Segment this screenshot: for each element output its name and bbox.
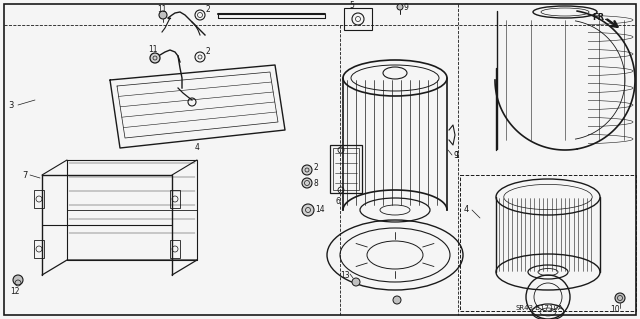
Circle shape [397, 4, 403, 10]
Text: 2: 2 [205, 5, 210, 14]
Circle shape [302, 204, 314, 216]
Text: 1: 1 [454, 151, 459, 160]
Text: 11: 11 [157, 5, 166, 14]
Text: 9: 9 [453, 151, 458, 160]
Bar [330, 145, 362, 193]
Bar [34, 190, 44, 208]
Text: 6: 6 [336, 197, 341, 206]
Text: 4: 4 [195, 144, 200, 152]
Text: 3: 3 [8, 100, 13, 109]
Text: FR.: FR. [592, 13, 607, 23]
Text: 10: 10 [610, 306, 620, 315]
Circle shape [615, 293, 625, 303]
Bar [170, 240, 180, 258]
Bar [460, 175, 636, 311]
Text: 5: 5 [349, 2, 354, 11]
Text: 7: 7 [22, 170, 28, 180]
Text: 8: 8 [314, 179, 319, 188]
Circle shape [159, 11, 167, 19]
Text: 11: 11 [148, 46, 157, 55]
Circle shape [352, 278, 360, 286]
Circle shape [302, 178, 312, 188]
Text: 2: 2 [314, 164, 319, 173]
Bar [333, 148, 359, 190]
Circle shape [302, 165, 312, 175]
Text: 12: 12 [10, 287, 19, 296]
Circle shape [393, 296, 401, 304]
Text: 4: 4 [464, 205, 469, 214]
Bar [170, 190, 180, 208]
Circle shape [13, 275, 23, 285]
Text: 13: 13 [340, 271, 349, 279]
Bar [34, 240, 44, 258]
Circle shape [150, 53, 160, 63]
Text: 2: 2 [206, 48, 211, 56]
Text: 9: 9 [404, 4, 409, 12]
Text: 14: 14 [315, 205, 324, 214]
Text: SR43-B1710A: SR43-B1710A [516, 305, 564, 311]
Bar [344, 8, 372, 30]
